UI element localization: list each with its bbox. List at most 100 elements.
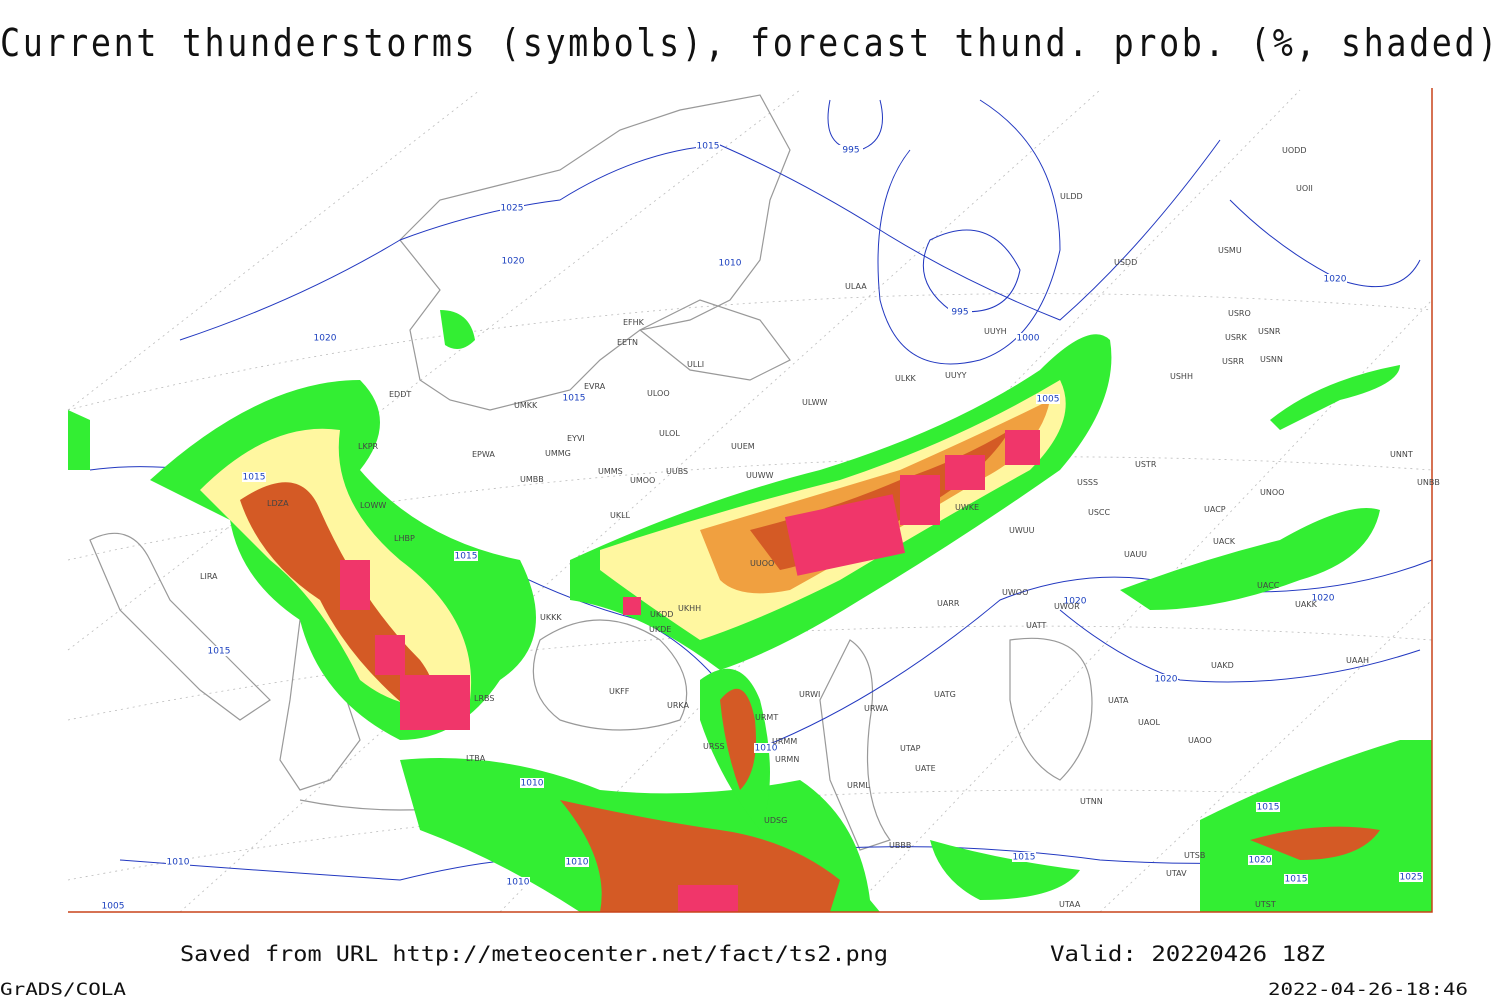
station-label: UUOO (750, 559, 774, 568)
isobar-label: 1005 (1037, 395, 1060, 405)
coastline (638, 299, 791, 381)
isobar-label-bg (1256, 802, 1280, 812)
isobar-label-bg (1016, 333, 1040, 343)
station-label: UNBB (1417, 478, 1440, 487)
station-label: UACP (1204, 505, 1226, 514)
station-labels: ULDD USDD USMU USRO USRK USNR USRR USNN USHH ULAA… (200, 146, 1440, 909)
isobar-label: 1010 (566, 858, 589, 868)
station-label: URML (847, 781, 870, 790)
station-label: URMN (775, 755, 799, 764)
station-label: EPWA (472, 450, 495, 459)
station-label: UWOR (1054, 602, 1080, 611)
station-label: USRR (1222, 357, 1244, 366)
station-label: UMOO (630, 476, 655, 485)
station-label: EFHK (623, 318, 645, 327)
valid-time: Valid: 20220426 18Z (1050, 942, 1325, 966)
station-label: UATG (934, 690, 956, 699)
station-label: UKLL (610, 511, 631, 520)
probability-shading (68, 310, 1432, 912)
station-label: UAAH (1346, 656, 1369, 665)
caspian-sea (819, 639, 891, 851)
isobar-label-bg (501, 256, 525, 266)
isobar-label-bg (839, 145, 863, 155)
map-area (67, 89, 1433, 913)
isobar-label: 1010 (719, 259, 742, 269)
station-label: ULDD (1060, 192, 1083, 201)
title: Current thunderstorms (symbols), forecas… (0, 21, 1500, 65)
isobar-label-bg (166, 857, 190, 867)
station-label: ULWW (802, 398, 827, 407)
software: GrADS/COLA (0, 980, 126, 1000)
isobar (922, 229, 1021, 313)
station-label: UKHH (678, 604, 701, 613)
station-label: UUYH (984, 327, 1007, 336)
station-label: UOII (1296, 184, 1313, 193)
isobar-label: 1015 (208, 647, 231, 657)
isobar-label-bg (313, 333, 337, 343)
station-label: UNNT (1390, 450, 1413, 459)
isobar-label-bg (696, 141, 720, 151)
station-label: UTAV (1166, 869, 1187, 878)
isobar-label: 1010 (755, 744, 778, 754)
station-label: UKKK (540, 613, 562, 622)
station-label: USDD (1114, 258, 1137, 267)
station-label: URMM (772, 737, 797, 746)
station-label: UMMG (545, 449, 571, 458)
station-label: UAUU (1124, 550, 1147, 559)
station-label: LTBA (466, 754, 486, 763)
isobar-label-bg (1063, 596, 1087, 606)
station-label: UTAA (1059, 900, 1081, 909)
station-label: UDSG (764, 816, 787, 825)
station-label: ULAA (845, 282, 867, 291)
isobar-label: 1020 (502, 257, 525, 267)
isobar-label: 1015 (1285, 875, 1308, 885)
station-label: USMU (1218, 246, 1242, 255)
isobar-label: 995 (951, 308, 968, 318)
station-label: UTAP (900, 744, 921, 753)
station-label: USSS (1077, 478, 1098, 487)
source-url: Saved from URL http://meteocenter.net/fa… (180, 942, 888, 966)
isobar-label: 1000 (1017, 334, 1040, 344)
isobar-label: 1020 (1312, 594, 1335, 604)
station-label: EETN (617, 338, 638, 347)
station-label: EVRA (584, 382, 606, 391)
coastline (89, 532, 271, 721)
station-label: URSS (703, 742, 725, 751)
isobar-label-bg (718, 258, 742, 268)
isobar-label: 1010 (167, 858, 190, 868)
isobar-label-bg (454, 551, 478, 561)
isobar-label-bg (754, 743, 778, 753)
station-label: LDZA (267, 499, 289, 508)
station-label: UUYY (945, 371, 967, 380)
isobar-labels: 1015 995 1025 1020 1010 995 1000 1005 1020 1015 10… (101, 141, 1423, 912)
station-label: UACC (1257, 581, 1280, 590)
station-label: USTR (1135, 460, 1157, 469)
station-label: UTST (1255, 900, 1276, 909)
isobar-label: 1020 (1064, 597, 1087, 607)
station-label: UATT (1026, 621, 1046, 630)
isobar-label: 1020 (1155, 675, 1178, 685)
isobar-label: 1020 (314, 334, 337, 344)
station-label: URMT (755, 713, 778, 722)
station-label: UUEM (731, 442, 755, 451)
station-label: UATE (915, 764, 936, 773)
isobar-label-bg (506, 877, 530, 887)
station-label: ULLI (687, 360, 704, 369)
isobar-label-bg (1311, 593, 1335, 603)
station-label: USCC (1088, 508, 1111, 517)
station-label: LHBP (394, 534, 415, 543)
isobar-label: 1015 (243, 473, 266, 483)
isobar-label-bg (520, 778, 544, 788)
isobar-label: 1015 (1257, 803, 1280, 813)
isobar-label-bg (1248, 855, 1272, 865)
station-label: UWKE (955, 503, 979, 512)
station-label: UACK (1213, 537, 1236, 546)
isobar (877, 99, 1061, 365)
station-label: USNR (1258, 327, 1281, 336)
station-label: UUWW (746, 471, 774, 480)
isobar-label-bg (1012, 852, 1036, 862)
isobar-label: 1015 (455, 552, 478, 562)
map-border (68, 88, 1433, 913)
station-label: EDDT (389, 390, 411, 399)
